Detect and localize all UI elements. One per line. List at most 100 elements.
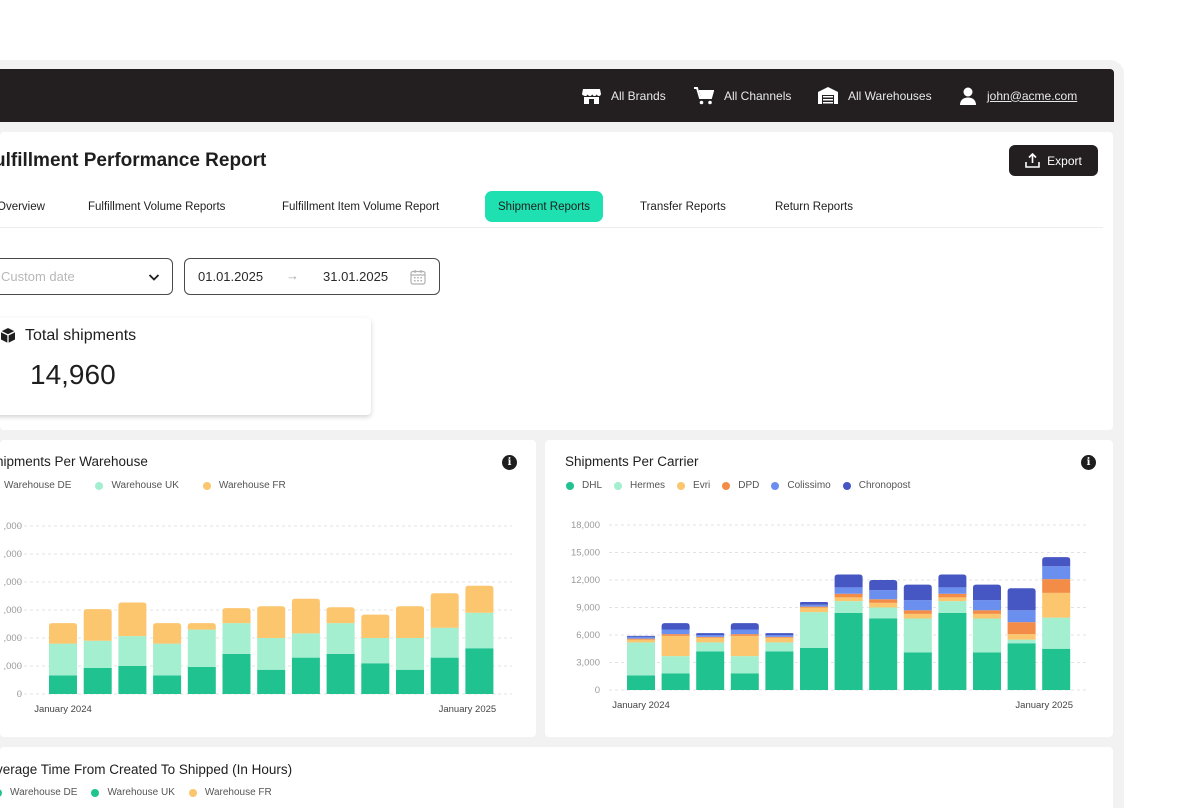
legend-dot xyxy=(722,481,731,490)
bar-segment xyxy=(765,636,794,638)
kpi-label: Total shipments xyxy=(25,327,137,344)
bar-segment xyxy=(834,574,863,588)
bar-segment xyxy=(696,642,725,652)
bar-segment xyxy=(730,635,759,657)
tab-shipment-reports[interactable]: Shipment Reports xyxy=(485,191,604,222)
legend-label: Warehouse DE xyxy=(4,480,72,491)
warehouse-chart-legend: Warehouse DE Warehouse UK Warehouse FR xyxy=(0,480,304,491)
bar-segment xyxy=(627,636,655,639)
top-bar: All Brands All Channels All Warehouses j… xyxy=(0,69,1114,122)
date-preset-placeholder: Custom date xyxy=(1,269,75,284)
legend-label: Warehouse FR xyxy=(204,787,272,798)
carrier-bar-chart: 18,000 15,000 12,000 9,000 6,000 3,000 0 Januar… xyxy=(571,520,1088,711)
chevron-down-icon xyxy=(148,274,160,281)
y-tick-label: ,000 xyxy=(4,549,23,560)
legend-item[interactable]: Chronopost xyxy=(842,480,910,491)
legend-dot xyxy=(566,481,574,490)
x-axis-label: January 2024 xyxy=(34,704,92,715)
legend-item[interactable]: Hermes xyxy=(614,480,665,491)
bar-segment xyxy=(1042,579,1071,593)
tab-fulfillment-volume[interactable]: Fulfillment Volume Reports xyxy=(88,200,226,213)
legend-dot xyxy=(188,788,197,797)
bar-segment xyxy=(430,593,459,628)
y-tick-label: 3,000 xyxy=(576,658,600,669)
bar-segment xyxy=(1007,588,1036,611)
info-icon[interactable]: i xyxy=(502,455,517,470)
bar-segment xyxy=(153,643,182,676)
bar-segment xyxy=(973,652,1001,690)
user-icon xyxy=(960,87,976,105)
legend-label: Hermes xyxy=(630,480,666,491)
channels-filter[interactable]: All Channels xyxy=(694,69,791,122)
bar-segment xyxy=(1042,648,1071,690)
legend-dot xyxy=(771,481,780,490)
warehouses-label: All Warehouses xyxy=(848,88,932,103)
bar-segment xyxy=(465,585,494,613)
legend-item[interactable]: DHL xyxy=(566,480,602,491)
tab-return-reports[interactable]: Return Reports xyxy=(775,200,853,213)
bar-segment xyxy=(430,627,459,658)
legend-item[interactable]: Warehouse DE xyxy=(0,787,77,798)
bar-segment xyxy=(869,607,898,619)
legend-item[interactable]: Warehouse UK xyxy=(95,480,179,491)
bar-segment xyxy=(661,635,690,657)
legend-item[interactable]: Warehouse UK xyxy=(91,787,175,798)
upload-icon xyxy=(1025,153,1040,168)
bar-segment xyxy=(222,623,251,654)
legend-dot xyxy=(0,788,2,797)
bar-segment xyxy=(903,610,932,614)
brands-filter[interactable]: All Brands xyxy=(582,69,666,122)
user-menu[interactable]: john@acme.com xyxy=(959,69,1077,122)
legend-item[interactable]: Warehouse DE xyxy=(0,480,71,491)
bar-segment xyxy=(1042,617,1071,649)
bar-segment xyxy=(291,633,320,658)
y-tick-label: 12,000 xyxy=(571,575,600,586)
legend-dot xyxy=(95,481,104,490)
user-email[interactable]: john@acme.com xyxy=(987,88,1078,103)
date-preset-select[interactable]: Custom date xyxy=(0,258,173,295)
bar-segment xyxy=(49,675,77,694)
date-range-picker[interactable]: 01.01.2025 → 31.01.2025 xyxy=(184,258,440,295)
bar-segment xyxy=(187,666,216,694)
tab-fulfillment-item-volume[interactable]: Fulfillment Item Volume Report xyxy=(282,200,440,213)
legend-item[interactable]: Warehouse FR xyxy=(202,480,286,491)
bar-segment xyxy=(153,675,182,694)
bar-segment xyxy=(661,673,690,690)
legend-item[interactable]: Evri xyxy=(677,480,710,491)
legend-item[interactable]: DPD xyxy=(722,480,759,491)
legend-label: Warehouse UK xyxy=(107,787,175,798)
y-tick-label: 15,000 xyxy=(571,548,600,559)
kpi-value: 14,960 xyxy=(30,359,116,390)
bar-segment xyxy=(765,633,794,635)
bar-segment xyxy=(765,651,794,690)
bar-segment xyxy=(1042,566,1071,580)
bar-segment xyxy=(83,640,112,668)
bar-segment xyxy=(1007,610,1036,623)
bar-segment xyxy=(396,638,424,670)
bar-segment xyxy=(903,600,932,611)
bar-segment xyxy=(765,642,794,652)
bar-segment xyxy=(973,613,1001,619)
legend-item[interactable]: Colissimo xyxy=(771,480,831,491)
bar-segment xyxy=(730,673,759,690)
bar-segment xyxy=(153,623,182,644)
warehouses-filter[interactable]: All Warehouses xyxy=(818,69,932,122)
export-button[interactable]: Export xyxy=(1009,145,1098,176)
tab-transfer-reports[interactable]: Transfer Reports xyxy=(640,200,726,213)
bar-segment xyxy=(361,638,390,664)
bar-segment xyxy=(973,618,1001,653)
tab-overview[interactable]: Overview xyxy=(0,200,45,213)
calendar-icon xyxy=(410,270,426,285)
bar-segment xyxy=(326,623,355,654)
legend-label: DPD xyxy=(738,480,760,491)
bar-segment xyxy=(834,601,863,613)
bar-segment xyxy=(627,638,655,640)
bar-segment xyxy=(1007,634,1036,640)
legend-dot xyxy=(91,788,100,797)
bar-segment xyxy=(938,593,967,598)
bar-segment xyxy=(118,636,147,666)
legend-item[interactable]: Warehouse FR xyxy=(188,787,272,798)
info-icon[interactable]: i xyxy=(1081,455,1096,470)
bar-segment xyxy=(938,601,967,613)
bar-segment xyxy=(83,609,112,641)
